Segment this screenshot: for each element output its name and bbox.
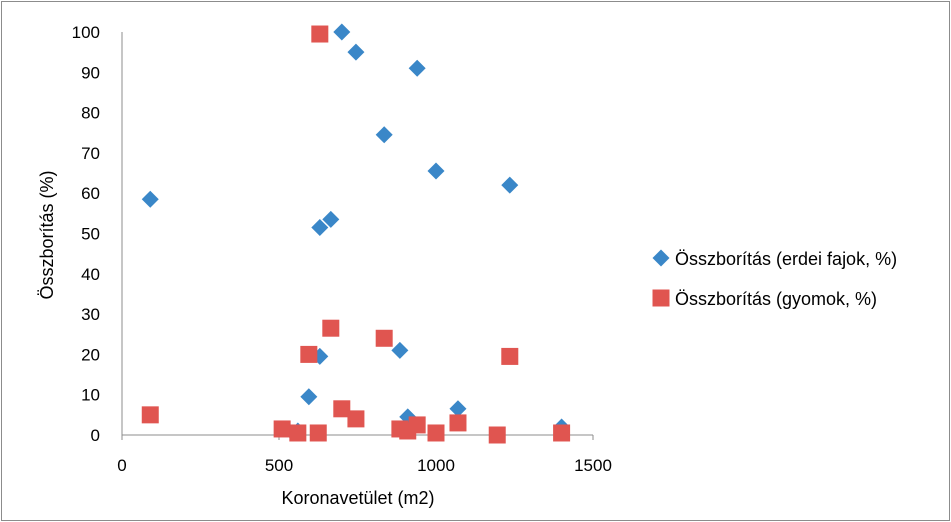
data-point-gyomok: [375, 329, 393, 347]
data-point-erdei-fajok: [375, 126, 393, 144]
data-point-erdei-fajok: [141, 190, 159, 208]
data-point-gyomok: [501, 347, 519, 365]
axes: [121, 32, 593, 436]
legend-label-gyomok: Összborítás (gyomok, %): [675, 289, 877, 309]
legend-diamond-icon: [652, 249, 670, 267]
legend-label-erdei-fajok: Összborítás (erdei fajok, %): [675, 249, 897, 269]
data-point-erdei-fajok: [347, 43, 365, 61]
x-tick-label: 1500: [574, 456, 612, 475]
x-axis-title: Koronavetület (m2): [281, 488, 434, 508]
legend: Összborítás (erdei fajok, %) Összborítás…: [652, 249, 897, 309]
data-point-erdei-fajok: [300, 388, 318, 406]
y-tick-label: 30: [81, 305, 100, 324]
x-tick-labels: 0 500 1000 1500: [117, 435, 612, 475]
data-point-gyomok: [449, 414, 467, 432]
x-tick-label: 0: [117, 456, 126, 475]
data-point-gyomok: [427, 424, 445, 442]
legend-marker-gyomok: [652, 289, 670, 307]
data-point-erdei-fajok: [501, 176, 519, 194]
data-point-gyomok: [347, 410, 365, 428]
y-tick-label: 70: [81, 144, 100, 163]
data-point-gyomok: [289, 424, 307, 442]
data-point-gyomok: [333, 400, 351, 418]
legend-square-icon: [652, 289, 670, 307]
data-points: [141, 23, 571, 444]
y-tick-labels: 0 10 20 30 40 50 60 70 80 90 100: [72, 23, 100, 445]
data-point-gyomok: [311, 25, 329, 43]
y-tick-label: 0: [91, 426, 100, 445]
data-point-erdei-fajok: [449, 400, 467, 418]
y-tick-label: 100: [72, 23, 100, 42]
y-tick-label: 40: [81, 265, 100, 284]
legend-marker-erdei-fajok: [652, 249, 670, 267]
y-tick-label: 80: [81, 104, 100, 123]
y-tick-label: 50: [81, 225, 100, 244]
data-point-erdei-fajok: [311, 218, 329, 236]
data-point-gyomok: [141, 406, 159, 424]
data-point-erdei-fajok: [408, 59, 426, 77]
data-point-erdei-fajok: [391, 341, 409, 359]
data-point-gyomok: [488, 426, 506, 444]
y-tick-label: 90: [81, 63, 100, 82]
x-tick-label: 500: [265, 456, 293, 475]
y-axis-title: Összborítás (%): [37, 170, 57, 299]
data-point-gyomok: [322, 319, 340, 337]
data-point-gyomok: [273, 420, 291, 438]
data-point-gyomok: [300, 345, 318, 363]
y-tick-label: 10: [81, 386, 100, 405]
y-tick-label: 20: [81, 345, 100, 364]
data-point-gyomok: [399, 422, 417, 440]
x-tick-label: 1000: [417, 456, 455, 475]
data-point-erdei-fajok: [333, 23, 351, 41]
data-point-erdei-fajok: [322, 210, 340, 228]
y-tick-label: 60: [81, 184, 100, 203]
data-point-gyomok: [309, 424, 327, 442]
data-point-erdei-fajok: [427, 162, 445, 180]
data-point-gyomok: [553, 424, 571, 442]
